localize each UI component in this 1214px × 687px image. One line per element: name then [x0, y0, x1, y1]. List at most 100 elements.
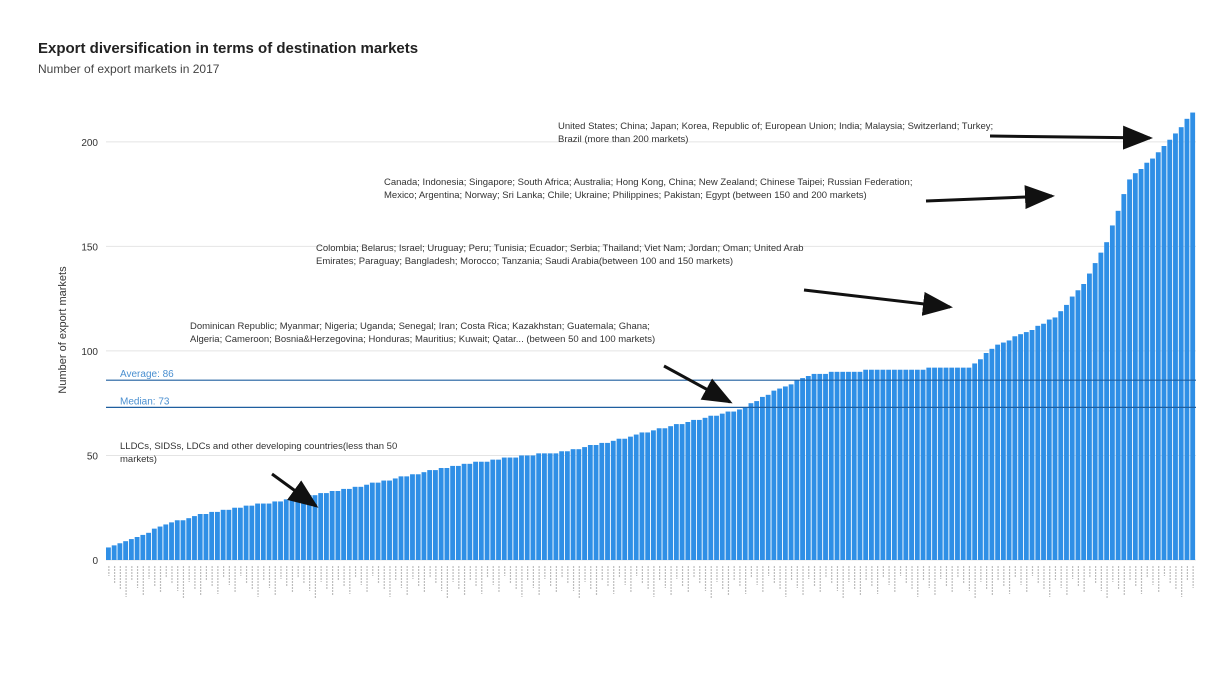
bar [209, 511, 215, 560]
bar [289, 499, 295, 560]
bar [978, 359, 983, 560]
bar [1150, 158, 1155, 561]
bar [128, 539, 134, 560]
y-tick-label: 150 [81, 242, 98, 253]
bar [433, 470, 438, 560]
bar [782, 386, 788, 560]
bar [656, 428, 662, 560]
bar [1138, 169, 1144, 560]
bar [197, 514, 203, 560]
bar [1000, 342, 1006, 560]
bar [123, 541, 129, 560]
annotation-less-50: LLDCs, SIDSs, LDCs and other developing … [120, 441, 397, 465]
bar [1023, 332, 1029, 560]
bar [943, 367, 949, 560]
bar [914, 369, 920, 560]
bar [983, 353, 989, 560]
bar [1167, 139, 1173, 561]
bar [696, 419, 702, 560]
bar [708, 415, 714, 560]
bar [524, 455, 530, 560]
bar [777, 388, 783, 560]
bar [673, 424, 679, 560]
median-label: Median: 73 [120, 396, 170, 407]
bar [1127, 179, 1132, 560]
bar [346, 488, 352, 560]
bar [260, 503, 266, 560]
bar [737, 409, 742, 560]
bar [582, 447, 587, 560]
bar [628, 436, 633, 560]
bar [874, 369, 880, 560]
bar [840, 371, 846, 560]
bar [880, 369, 886, 560]
bar [507, 457, 513, 560]
bar [1098, 252, 1104, 560]
bar [1109, 225, 1115, 560]
bar [364, 484, 369, 560]
bar [800, 378, 805, 560]
y-tick-label: 0 [92, 556, 98, 567]
bar [1058, 311, 1064, 560]
bar [450, 465, 456, 560]
bar [1104, 242, 1110, 560]
bar [295, 497, 301, 560]
bar [519, 455, 524, 560]
bar [220, 509, 226, 560]
bar [324, 493, 329, 560]
bar [117, 543, 123, 560]
arrow-100-150 [803, 288, 953, 316]
bar [301, 497, 306, 560]
bar [1144, 162, 1150, 561]
bar [180, 520, 186, 560]
y-axis-label: Number of export markets [57, 266, 69, 394]
bar [255, 503, 260, 560]
bar [387, 480, 392, 560]
bar [599, 442, 605, 560]
bar [714, 415, 719, 560]
bar [857, 371, 863, 560]
bar [645, 432, 651, 560]
bar [610, 440, 616, 560]
bar [932, 367, 937, 560]
bar [272, 501, 278, 560]
bar [169, 522, 174, 560]
bar [570, 449, 576, 560]
bar [1018, 334, 1023, 560]
x-tick-labels [108, 566, 1194, 598]
bar [134, 537, 140, 560]
bar [742, 407, 748, 560]
bar [490, 459, 496, 560]
y-tick-label: 200 [81, 138, 98, 149]
arrow-less-50 [271, 472, 319, 508]
bar [869, 369, 874, 560]
bar [398, 476, 404, 560]
bar [679, 424, 685, 560]
bar [616, 438, 622, 560]
bar [811, 373, 817, 560]
bar [817, 373, 823, 560]
bar [725, 411, 731, 560]
bar [564, 451, 570, 560]
bar [341, 488, 347, 560]
arrow-150-200 [925, 185, 1055, 210]
bar [1155, 152, 1161, 560]
bar [410, 474, 415, 560]
bar [805, 376, 811, 560]
bar [1121, 194, 1127, 560]
annotation-50-100: Dominican Republic; Myanmar; Nigeria; Ug… [190, 321, 655, 345]
bar [794, 380, 800, 560]
bar [995, 344, 1001, 560]
bar [329, 491, 335, 560]
bar [106, 547, 111, 560]
bar [266, 503, 272, 560]
bar [949, 367, 955, 560]
bar [891, 369, 897, 560]
bar [455, 465, 461, 560]
bar [501, 457, 507, 560]
bar [203, 514, 209, 560]
arrow-over-200 [989, 125, 1153, 150]
bar [605, 442, 610, 560]
chart-title: Export diversification in terms of desti… [38, 40, 419, 57]
